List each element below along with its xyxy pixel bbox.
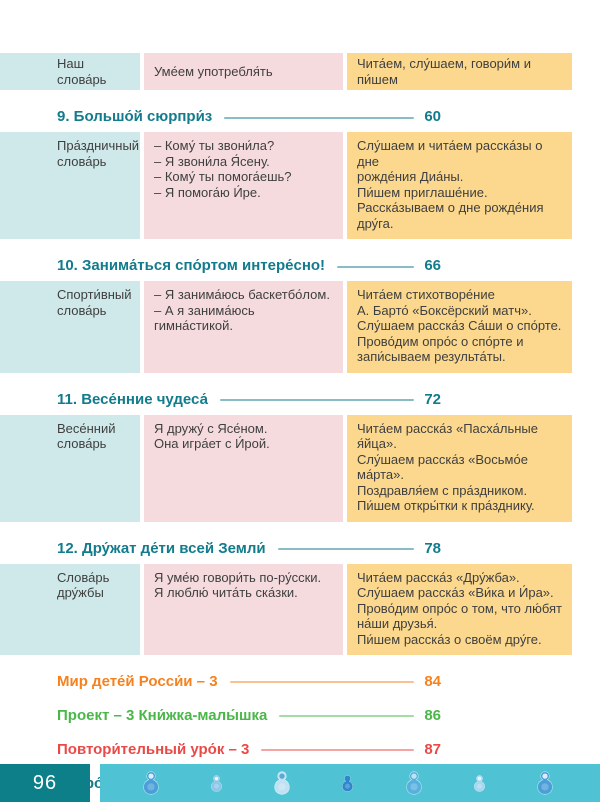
matryoshka-icon — [537, 771, 553, 795]
toc-section-10: 10. Занима́ться спо́ртом интере́сно! 66 … — [0, 256, 600, 373]
toc-link-povtoritelny-urok: Повтори́тельный уро́к – 3 87 — [0, 732, 441, 766]
section-page-number: 78 — [424, 539, 441, 557]
link-page-number: 86 — [424, 706, 441, 724]
matryoshka-icon — [143, 771, 159, 795]
leader-line — [261, 749, 415, 751]
page-number: 96 — [32, 771, 58, 794]
usage-cell: Я уме́ю говори́ть по-ру́сски. Я люблю́ ч… — [144, 563, 343, 655]
matryoshka-icon — [473, 774, 485, 792]
page-number-box: 96 — [0, 764, 90, 802]
header-cell-usage: Уме́ем употребля́ть — [144, 53, 343, 90]
link-label: Мир дете́й Росси́и – 3 — [57, 672, 218, 690]
activities-cell: Чита́ем расска́з «Пасха́льные я́йца». Сл… — [347, 414, 572, 522]
leader-line — [337, 265, 415, 268]
section-heading: 12. Дру́жат де́ти всей Земли́ 78 — [0, 539, 441, 558]
section-title: 12. Дру́жат де́ти всей Земли́ — [57, 539, 266, 557]
section-heading: 11. Весе́нние чудеса́ 72 — [0, 390, 441, 409]
matryoshka-icon — [342, 774, 354, 792]
leader-line — [224, 116, 415, 119]
vocab-cell: Пра́здничный слова́рь — [0, 132, 140, 239]
section-title: 9. Большо́й сюрпри́з — [57, 108, 213, 125]
section-title: 10. Занима́ться спо́ртом интере́сно! — [57, 257, 326, 274]
table-header-row: Наш слова́рь Уме́ем употребля́ть Чита́ем… — [0, 53, 572, 90]
footer-bar: 96 — [0, 764, 600, 802]
activities-cell: Чита́ем расска́з «Дру́жба». Слу́шаем рас… — [347, 563, 572, 655]
toc-link-mir-detey: Мир дете́й Росси́и – 3 84 — [0, 664, 441, 698]
activities-cell: Слу́шаем и чита́ем расска́зы о дне рожде… — [347, 132, 572, 239]
toc-section-11: 11. Весе́нние чудеса́ 72 Весе́нний слова… — [0, 390, 600, 522]
toc-section-12: 12. Дру́жат де́ти всей Земли́ 78 Слова́р… — [0, 539, 600, 655]
section-page-number: 72 — [424, 390, 441, 408]
section-heading: 9. Большо́й сюрпри́з 60 — [0, 107, 441, 126]
section-page-number: 66 — [424, 257, 441, 274]
leader-line — [229, 681, 415, 683]
toc-link-proekt: Проект – 3 Кни́жка-малы́шка 86 — [0, 698, 441, 732]
leader-line — [279, 715, 415, 717]
section-row: Весе́нний слова́рь Я дружу́ с Ясе́ном. О… — [0, 414, 572, 522]
section-row: Пра́здничный слова́рь – Кому́ ты звони́л… — [0, 132, 572, 239]
vocab-cell: Весе́нний слова́рь — [0, 414, 140, 522]
header-cell-vocab: Наш слова́рь — [0, 53, 140, 90]
link-page-number: 84 — [424, 672, 441, 690]
leader-line — [277, 548, 415, 550]
header-cell-activities: Чита́ем, слу́шаем, говори́м и пи́шем — [347, 53, 572, 90]
link-label: Повтори́тельный уро́к – 3 — [57, 740, 250, 758]
activities-cell: Чита́ем стихотворе́ние А. Барто́ «Боксёр… — [347, 281, 572, 373]
section-title: 11. Весе́нние чудеса́ — [57, 390, 208, 408]
leader-line — [219, 399, 415, 401]
matryoshka-icon — [405, 771, 422, 795]
usage-cell: – Кому́ ты звони́ла? – Я звони́ла Я́сену… — [144, 132, 343, 239]
matryoshka-icon-bar — [100, 764, 600, 802]
section-heading: 10. Занима́ться спо́ртом интере́сно! 66 — [0, 256, 441, 275]
usage-cell: Я дружу́ с Ясе́ном. Она игра́ет с И́рой. — [144, 414, 343, 522]
usage-cell: – Я занима́юсь баскетбо́лом. – А я заним… — [144, 281, 343, 373]
link-page-number: 87 — [424, 740, 441, 758]
matryoshka-icon — [274, 771, 290, 795]
toc-section-9: 9. Большо́й сюрпри́з 60 Пра́здничный сло… — [0, 107, 600, 239]
section-page-number: 60 — [424, 108, 441, 125]
section-row: Слова́рь дру́жбы Я уме́ю говори́ть по-ру… — [0, 563, 572, 655]
section-row: Спорти́вный слова́рь – Я занима́юсь баск… — [0, 281, 572, 373]
vocab-cell: Спорти́вный слова́рь — [0, 281, 140, 373]
vocab-cell: Слова́рь дру́жбы — [0, 563, 140, 655]
matryoshka-icon — [211, 774, 223, 792]
link-label: Проект – 3 Кни́жка-малы́шка — [57, 706, 268, 724]
